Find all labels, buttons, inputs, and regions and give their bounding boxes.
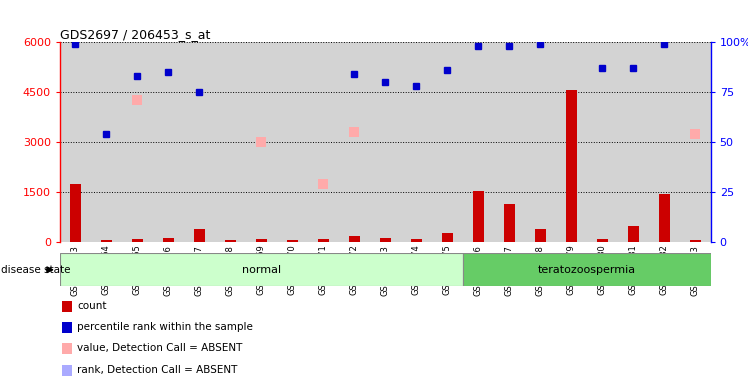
Bar (370, 42, 401, 242)
Bar (463, 42, 494, 242)
Bar (101, 240, 111, 242)
Bar (277, 42, 307, 242)
Bar (122, 42, 153, 242)
Bar (535, 229, 545, 242)
Bar (411, 238, 422, 242)
Bar (339, 42, 370, 242)
Bar (132, 239, 143, 242)
Bar (91, 42, 122, 242)
Bar (659, 194, 669, 242)
Bar (62, 364, 72, 376)
Text: value, Detection Call = ABSENT: value, Detection Call = ABSENT (77, 343, 242, 354)
Bar (618, 42, 649, 242)
Bar (494, 42, 524, 242)
Bar (628, 226, 639, 242)
Bar (62, 343, 72, 354)
Bar (473, 191, 484, 242)
Bar (349, 236, 360, 242)
Bar (62, 322, 72, 333)
Bar (524, 42, 556, 242)
Text: normal: normal (242, 265, 280, 275)
Bar (60, 253, 463, 286)
Bar (401, 42, 432, 242)
Text: disease state: disease state (1, 265, 70, 275)
Bar (215, 42, 246, 242)
Bar (586, 42, 618, 242)
Bar (432, 42, 463, 242)
Bar (225, 240, 236, 242)
Bar (286, 240, 298, 242)
Text: teratozoospermia: teratozoospermia (538, 265, 636, 275)
Bar (556, 42, 586, 242)
Bar (649, 42, 680, 242)
Bar (256, 239, 267, 242)
Bar (597, 238, 607, 242)
Bar (62, 301, 72, 312)
Bar (70, 184, 81, 242)
Bar (163, 238, 174, 242)
Text: count: count (77, 301, 106, 311)
Bar (680, 42, 711, 242)
Bar (246, 42, 277, 242)
Bar (442, 233, 453, 242)
Bar (503, 204, 515, 242)
Text: rank, Detection Call = ABSENT: rank, Detection Call = ABSENT (77, 364, 237, 375)
Bar (60, 42, 91, 242)
Bar (318, 239, 328, 242)
Bar (690, 240, 701, 242)
Bar (153, 42, 184, 242)
Bar (463, 253, 711, 286)
Bar (194, 229, 205, 242)
Text: GDS2697 / 206453_s_at: GDS2697 / 206453_s_at (60, 28, 210, 41)
Bar (307, 42, 339, 242)
Bar (565, 91, 577, 242)
Bar (380, 238, 390, 242)
Bar (184, 42, 215, 242)
Text: percentile rank within the sample: percentile rank within the sample (77, 322, 253, 333)
